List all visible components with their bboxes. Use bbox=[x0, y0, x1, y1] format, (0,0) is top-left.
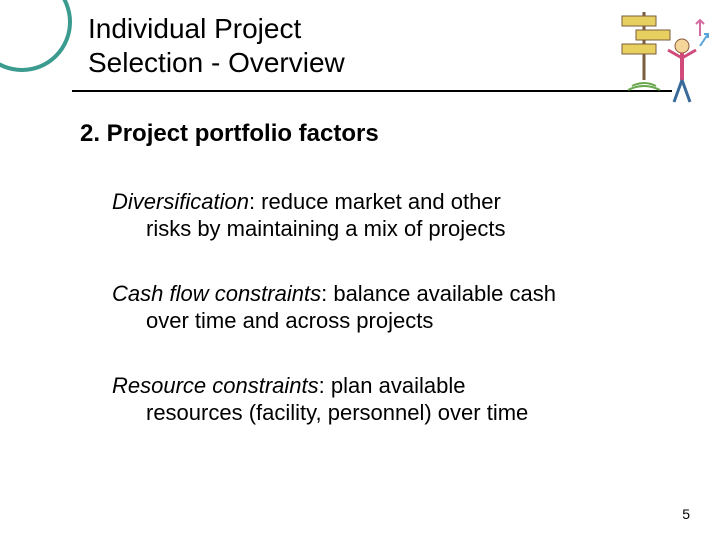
body-item-resource: Resource constraints: plan available res… bbox=[112, 372, 672, 426]
section-heading: 2. Project portfolio factors bbox=[80, 120, 379, 148]
title-line-2: Selection - Overview bbox=[88, 47, 345, 78]
title-underline bbox=[72, 90, 672, 92]
term-label: Diversification bbox=[112, 189, 249, 214]
term-text-line1: plan available bbox=[331, 373, 466, 398]
accent-circle bbox=[0, 0, 72, 72]
term-label: Cash flow constraints bbox=[112, 281, 321, 306]
term-text-cont: over time and across projects bbox=[112, 307, 672, 334]
term-sep: : bbox=[321, 281, 333, 306]
body-item-diversification: Diversification: reduce market and other… bbox=[112, 188, 672, 242]
term-text-cont: risks by maintaining a mix of projects bbox=[112, 215, 672, 242]
signpost-figure-icon bbox=[604, 2, 714, 110]
term-text-cont: resources (facility, personnel) over tim… bbox=[112, 399, 672, 426]
title-line-1: Individual Project bbox=[88, 13, 301, 44]
term-text-line1: reduce market and other bbox=[261, 189, 501, 214]
slide-title: Individual Project Selection - Overview bbox=[88, 12, 548, 80]
page-number: 5 bbox=[682, 506, 690, 522]
term-text-line1: balance available cash bbox=[333, 281, 556, 306]
term-sep: : bbox=[249, 189, 261, 214]
term-label: Resource constraints bbox=[112, 373, 319, 398]
body-item-cashflow: Cash flow constraints: balance available… bbox=[112, 280, 672, 334]
term-sep: : bbox=[319, 373, 331, 398]
slide: Individual Project Selection - Overview … bbox=[0, 0, 720, 540]
